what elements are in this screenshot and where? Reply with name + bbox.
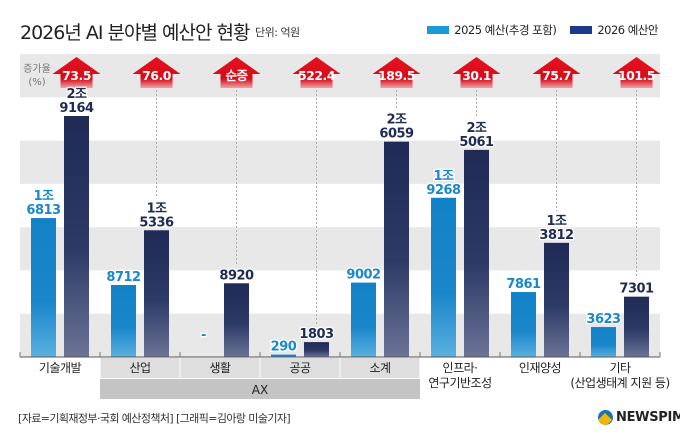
bar-2025 [111, 285, 136, 357]
bar-2025 [511, 292, 536, 357]
bar-2026-label: 1조 [546, 214, 567, 229]
bar-2026 [224, 283, 249, 357]
bar-2025-label: 7861 [506, 277, 541, 292]
category-label: 인프라· [443, 361, 478, 375]
bar-2025-label: 6813 [26, 203, 61, 218]
increase-rate-value: 75.7 [542, 68, 571, 83]
bar-2025 [591, 327, 616, 357]
increase-arrow [212, 57, 261, 88]
bar-2026-label: 9164 [59, 101, 94, 116]
category-label: 소계 [369, 361, 390, 375]
category-label: 기술개발 [39, 361, 82, 375]
legend-swatch-2025 [427, 26, 450, 34]
bar-2026-label: 2조 [466, 121, 487, 136]
increase-arrow [532, 57, 581, 88]
bar-2026 [384, 141, 409, 357]
bar-2025-label: - [201, 328, 206, 343]
bar-2026-label: 8920 [219, 268, 254, 283]
increase-arrow [52, 57, 101, 88]
ax-subcategory-box [260, 358, 340, 378]
ax-subcategory-box [100, 358, 180, 378]
category-label: 연구기반조성 [428, 376, 491, 390]
bar-2026 [624, 296, 649, 357]
bar-2025-label: 9002 [346, 268, 380, 283]
bar-2026 [304, 342, 329, 357]
legend-label-2025: 2025 예산(추경 포함) [454, 23, 557, 37]
ax-subcategory-box [180, 358, 260, 378]
category-label: (산업생태계 지원 등) [570, 376, 669, 390]
increase-rate-value: 101.5 [618, 68, 655, 83]
bar-2025-label: 1조 [33, 189, 54, 204]
newspim-logo-icon [598, 410, 613, 425]
bar-2026 [144, 230, 169, 357]
legend: 2025 예산(추경 포함) 2026 예산안 [413, 22, 658, 38]
increase-rate-value: 순증 [225, 68, 248, 83]
bar-2025-label: 9268 [426, 183, 461, 198]
bar-2025-label: 3623 [586, 312, 621, 327]
unit-label: 단위: 억원 [255, 26, 300, 39]
bar-2026-label: 5061 [459, 135, 494, 150]
bar-2026-label: 2조 [386, 113, 407, 128]
newspim-logo: NEWSPIM [598, 410, 680, 425]
bar-2026-label: 1803 [299, 327, 334, 342]
increase-rate-value: 73.5 [62, 68, 91, 83]
bar-2026-label: 5336 [139, 215, 174, 230]
increase-arrow [372, 57, 421, 88]
increase-arrow [292, 57, 341, 88]
bar-2025 [431, 197, 456, 357]
increase-rate-value: 522.4 [298, 68, 336, 83]
increase-arrow [452, 57, 501, 88]
bar-2025 [31, 218, 56, 357]
ax-group-box [100, 379, 420, 399]
category-label: 공공 [289, 361, 311, 375]
bar-2026-label: 7301 [619, 282, 654, 297]
ax-group-label: AX [252, 383, 268, 397]
category-label: 생활 [209, 361, 231, 375]
ax-subcategory-box [340, 358, 420, 378]
bar-2025-label: 290 [271, 340, 297, 355]
increase-arrow [612, 57, 661, 88]
increase-rate-label: 증가율 [23, 63, 51, 75]
increase-rate-value: 76.0 [142, 68, 172, 83]
increase-rate-unit: (%) [28, 77, 45, 88]
newspim-logo-text: NEWSPIM [616, 410, 680, 425]
bar-2026-label: 1조 [146, 201, 167, 216]
bar-2025-label: 8712 [106, 270, 140, 285]
legend-label-2026: 2026 예산안 [597, 23, 658, 37]
category-label: 인재양성 [519, 361, 561, 375]
bar-2026-label: 6059 [379, 127, 414, 142]
bar-2025 [271, 354, 296, 357]
chart-title: 2026년 AI 분야별 예산안 현황 [20, 22, 250, 44]
bar-2026-label: 3812 [539, 228, 573, 243]
bar-2026 [544, 242, 569, 357]
increase-rate-value: 30.1 [462, 68, 491, 83]
source-credit: [자료=기획재정부·국회 예산정책처] [그래픽=김아랑 미술기자] [18, 412, 291, 425]
legend-item-2026: 2026 예산안 [570, 22, 658, 38]
grid-band [20, 140, 660, 184]
category-label: 기타 [609, 361, 631, 375]
bar-2026-label: 2조 [66, 87, 87, 102]
increase-rate-value: 189.5 [378, 68, 415, 83]
bar-2026 [464, 149, 489, 357]
increase-arrow [132, 57, 181, 88]
legend-swatch-2026 [570, 26, 593, 34]
bar-2025 [351, 282, 376, 357]
legend-item-2025: 2025 예산(추경 포함) [427, 22, 557, 38]
category-label: 산업 [129, 361, 150, 375]
bar-2026 [64, 116, 89, 357]
bar-2025-label: 1조 [433, 169, 454, 184]
